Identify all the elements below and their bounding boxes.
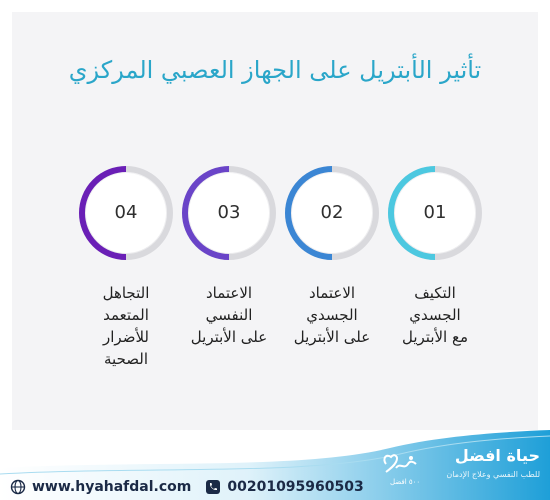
step-2-number: 02 [320,202,344,223]
step-1-ring: 01 [388,166,482,260]
step-2-ring: 02 [285,166,379,260]
step-3-label: الاعتماد النفسي على الأبتريل [174,282,284,348]
step-1-line-3: مع الأبتريل [401,328,469,346]
step-2-line-1: الاعتماد [308,284,356,302]
step-3-line-3: على الأبتريل [190,328,268,346]
website-link[interactable]: www.hyahafdal.com [32,479,192,495]
contact-info: www.hyahafdal.com 00201095960503 [10,474,364,500]
step-3-ring: 03 [182,166,276,260]
step-4-ring: 04 [79,166,173,260]
step-4-label: التجاهل المتعمد للأضرار الصحية [71,282,181,370]
step-4-line-4: الصحية [104,350,148,368]
phone-icon [205,479,221,495]
step-4-line-2: المتعمد [103,306,149,324]
step-3-line-2: النفسي [205,306,253,324]
step-4-number: 04 [114,202,138,223]
step-1-line-1: التكيف [414,284,456,302]
globe-icon [10,479,26,495]
logo-text: ٥٠٠ افضل [390,478,421,486]
step-2-line-3: على الأبتريل [293,328,371,346]
step-4-line-3: للأضرار [103,328,149,346]
step-3-arc [182,166,276,260]
phone-number[interactable]: 00201095960503 [227,479,364,495]
step-2-label: الاعتماد الجسدي على الأبتريل [277,282,387,348]
footer-bar: www.hyahafdal.com 00201095960503 حياة اف… [0,430,550,500]
step-1-number: 01 [423,202,447,223]
footer-wave [0,430,550,500]
step-4-arc [79,166,173,260]
brand-name: حياة افضل [454,446,540,465]
brand-tagline: للطب النفسي وعلاج الإدمان [446,470,540,479]
heart-logo-icon [383,454,417,473]
step-1-label: التكيف الجسدي مع الأبتريل [380,282,490,348]
step-3-line-1: الاعتماد [205,284,253,302]
step-2-line-2: الجسدي [306,306,358,324]
step-1-line-2: الجسدي [409,306,461,324]
step-2-arc [285,166,379,260]
diagram-title: تأثير الأبتريل على الجهاز العصبي المركزي [68,56,482,84]
step-4-line-1: التجاهل [102,284,150,302]
brand-block: حياة افضل للطب النفسي وعلاج الإدمان ٥٠٠ … [380,446,540,494]
step-3-number: 03 [217,202,241,223]
step-1-arc [388,166,482,260]
